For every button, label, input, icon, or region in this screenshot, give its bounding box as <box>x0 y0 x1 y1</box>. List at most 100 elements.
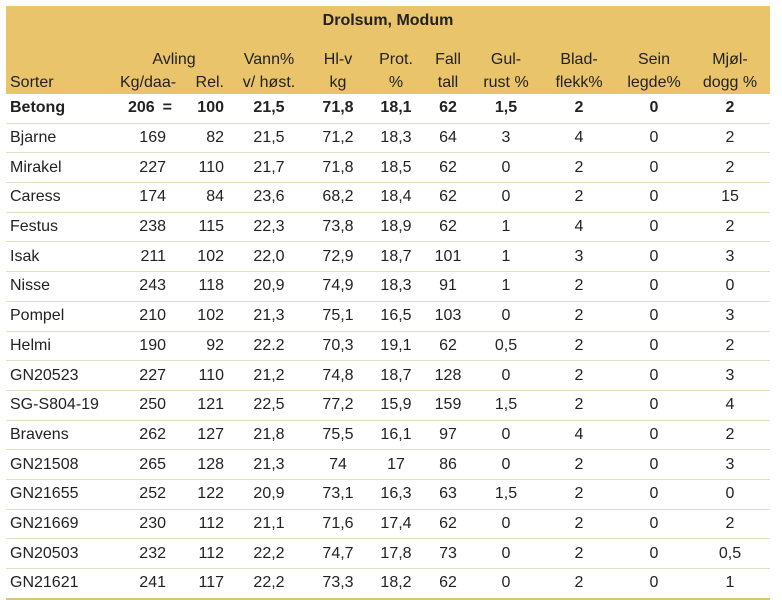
cell-fall: 103 <box>434 307 462 325</box>
cell-bladflekk: 2 <box>574 277 584 295</box>
cell-fall: 62 <box>439 336 457 354</box>
cell-kg: 211 <box>140 247 166 265</box>
header-kg: Kg/daa- <box>120 74 177 91</box>
cell-kg: 232 <box>139 544 166 562</box>
cell-prot: 16,1 <box>380 425 412 443</box>
cell-vann: 20,9 <box>253 277 285 295</box>
header-avling-top: Avling <box>152 51 196 68</box>
cell-mjoldogg: 3 <box>725 307 735 325</box>
cell-rel: 100 <box>197 99 224 117</box>
cell-rel: 112 <box>198 544 224 562</box>
cell-sort: GN20503 <box>10 544 79 562</box>
cell-sort: GN21655 <box>10 485 79 503</box>
cell-gulrust: 0 <box>501 366 511 384</box>
header-band <box>6 6 770 94</box>
cell-rel: 82 <box>206 129 224 147</box>
cell-rel: 110 <box>198 366 224 384</box>
cell-bladflekk: 2 <box>574 366 584 384</box>
cell-sort: Betong <box>10 99 66 117</box>
cell-prot: 17,4 <box>380 514 412 532</box>
cell-vann: 21,3 <box>253 455 285 473</box>
cell-hl: 75,1 <box>322 307 354 325</box>
cell-bladflekk: 2 <box>574 158 584 176</box>
cell-kg: 227 <box>139 366 166 384</box>
cell-seinlegde: 0 <box>649 455 659 473</box>
cell-kg: 241 <box>139 574 166 592</box>
cell-seinlegde: 0 <box>649 396 659 414</box>
cell-sort: Pompel <box>10 307 65 325</box>
cell-fall: 62 <box>439 158 457 176</box>
cell-sort: SG-S804-19 <box>10 396 99 414</box>
cell-prot: 18,3 <box>380 277 412 295</box>
cell-gulrust: 1,5 <box>494 99 518 117</box>
cell-vann: 20,9 <box>253 485 285 503</box>
cell-gulrust: 0 <box>501 188 511 206</box>
cell-prot: 19,1 <box>380 336 412 354</box>
table-row: Betong 206 = 100 21,5 71,8 18,1 62 1,5 2 0 2 <box>6 94 770 124</box>
cell-hl: 72,9 <box>322 247 354 265</box>
cell-vann: 22,0 <box>253 247 285 265</box>
cell-bladflekk: 3 <box>574 247 584 265</box>
cell-hl: 68,2 <box>322 188 354 206</box>
table-row: Helmi 190 92 22.2 70,3 19,1 62 0,5 2 0 2 <box>6 331 770 361</box>
cell-kg: 265 <box>139 455 166 473</box>
cell-rel: 128 <box>197 455 224 473</box>
header-prot: Prot.% <box>379 51 413 91</box>
cell-seinlegde: 0 <box>649 188 659 206</box>
cell-hl: 71,8 <box>322 158 354 176</box>
header-gulrust: Gul-rust % <box>483 51 529 91</box>
cell-bladflekk: 2 <box>574 99 584 117</box>
cell-sort: Isak <box>10 247 40 265</box>
cell-prot: 17 <box>387 455 405 473</box>
cell-prot: 18,1 <box>380 99 412 117</box>
cell-seinlegde: 0 <box>649 307 659 325</box>
cell-vann: 21,1 <box>253 514 285 532</box>
cell-prot: 18,5 <box>380 158 412 176</box>
cell-gulrust: 3 <box>501 129 511 147</box>
cell-vann: 22,2 <box>253 544 285 562</box>
cell-fall: 62 <box>439 574 457 592</box>
cell-rel: 127 <box>197 425 224 443</box>
cell-rel: 92 <box>206 336 224 354</box>
header-row: Sorter Avling Kg/daa- Rel. Vann% v/ høst.… <box>6 44 770 94</box>
table-row: Pompel 210 102 21,3 75,1 16,5 103 0 2 0 3 <box>6 301 770 331</box>
table-row: GN20503 232 112 22,2 74,7 17,8 73 0 2 0 0,5 <box>6 539 770 569</box>
cell-mjoldogg: 3 <box>725 455 735 473</box>
header-fall: Fall tall <box>435 51 461 91</box>
trial-results-table-container: Drolsum, Modum Sorter Avling Kg/daa- <box>6 6 770 599</box>
cell-fall: 62 <box>439 99 457 117</box>
cell-seinlegde: 0 <box>649 574 659 592</box>
cell-kg-value: 206 <box>127 99 155 117</box>
header-sorter: Sorter <box>10 74 54 91</box>
cell-hl: 73,8 <box>322 218 354 236</box>
table-row: GN21508 265 128 21,3 74 17 86 0 2 0 3 <box>6 450 770 480</box>
cell-kg: 243 <box>139 277 166 295</box>
cell-gulrust: 0,5 <box>494 336 518 354</box>
cell-hl: 74 <box>329 455 347 473</box>
cell-gulrust: 0 <box>501 158 511 176</box>
cell-bladflekk: 2 <box>574 574 584 592</box>
header-seinlegde: Sein legde% <box>627 51 681 91</box>
cell-kg: 250 <box>139 396 166 414</box>
results-table: Sorter Avling Kg/daa- Rel. Vann% v/ høst.… <box>6 44 770 600</box>
cell-gulrust: 1,5 <box>494 396 518 414</box>
cell-seinlegde: 0 <box>649 514 659 532</box>
cell-prot: 18,4 <box>380 188 412 206</box>
cell-prot: 15,9 <box>380 396 412 414</box>
cell-hl: 74,9 <box>322 277 354 295</box>
cell-mjoldogg: 0,5 <box>718 544 742 562</box>
cell-vann: 23,6 <box>253 188 285 206</box>
cell-sort: GN21669 <box>10 514 79 532</box>
cell-vann: 21,7 <box>253 158 285 176</box>
cell-sort: GN20523 <box>10 366 79 384</box>
cell-sort: GN21621 <box>10 574 79 592</box>
cell-kg: 262 <box>139 425 166 443</box>
cell-seinlegde: 0 <box>649 218 659 236</box>
cell-vann: 21,3 <box>253 307 285 325</box>
cell-fall: 159 <box>434 396 462 414</box>
cell-fall: 97 <box>439 425 457 443</box>
cell-rel: 115 <box>198 218 224 236</box>
cell-seinlegde: 0 <box>649 544 659 562</box>
cell-mjoldogg: 1 <box>725 574 735 592</box>
cell-fall: 101 <box>434 247 462 265</box>
